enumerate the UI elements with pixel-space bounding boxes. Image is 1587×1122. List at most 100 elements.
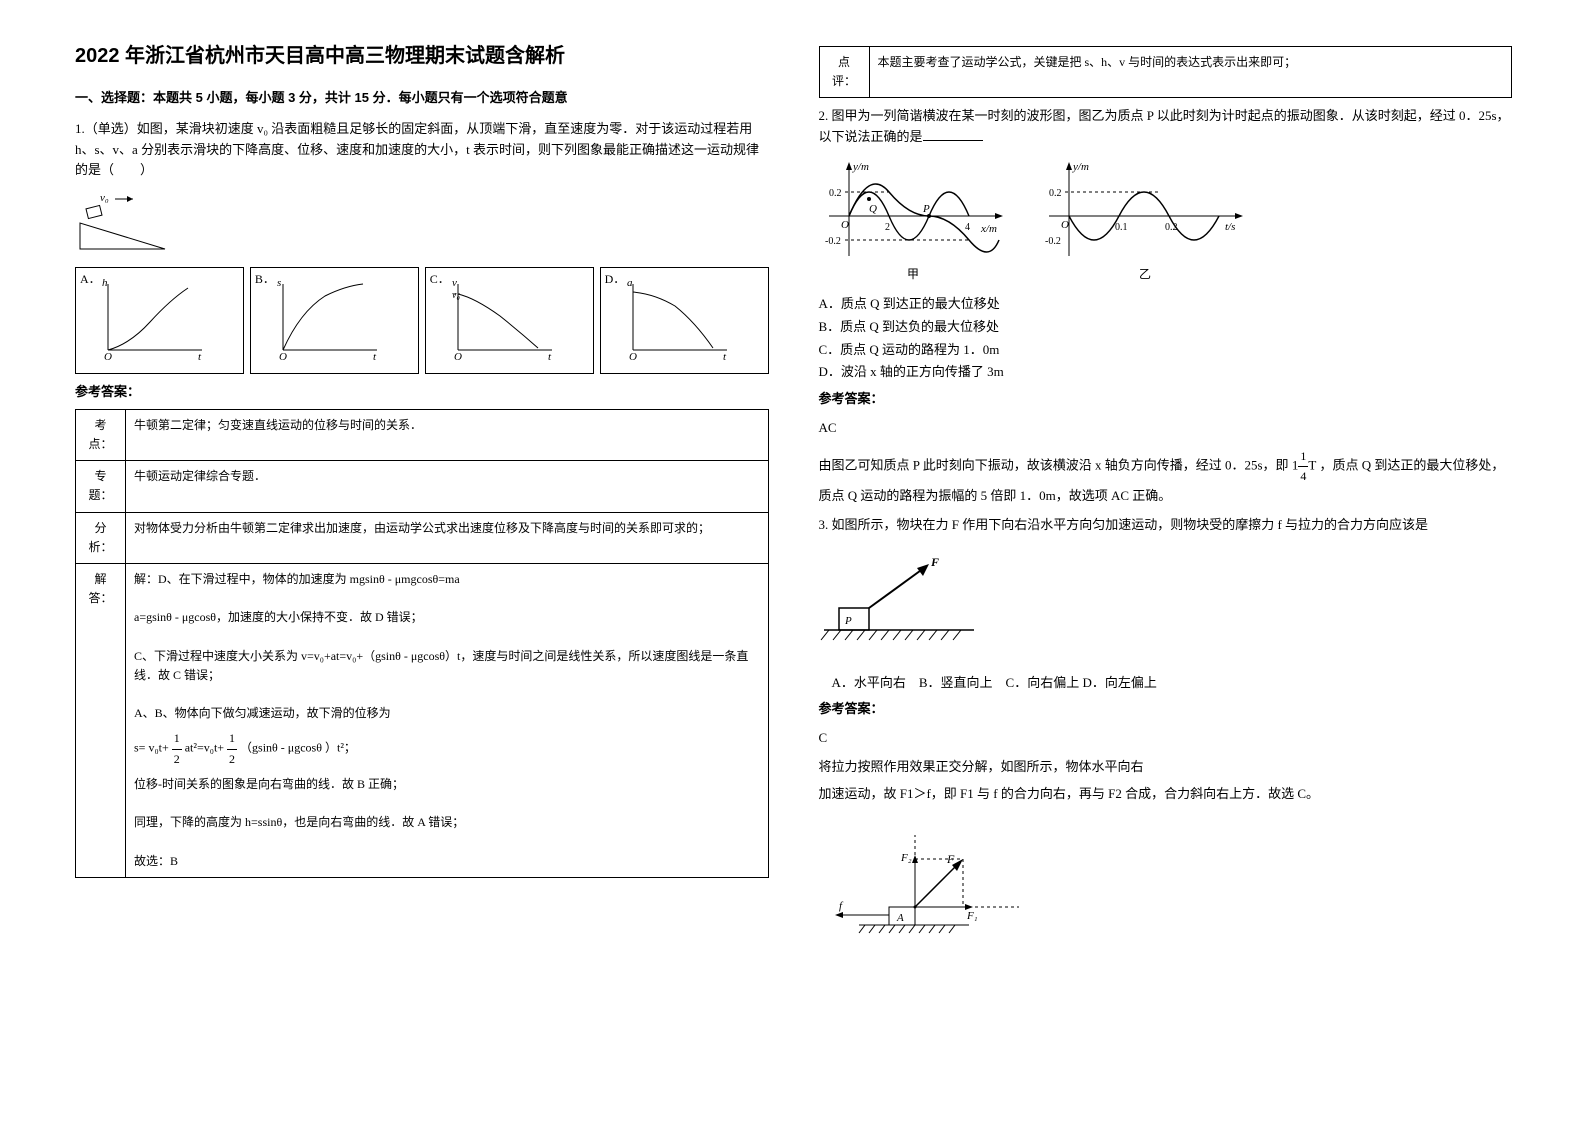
svg-text:O: O <box>104 351 112 362</box>
svg-text:x/m: x/m <box>980 223 997 235</box>
q3-answer: C <box>819 728 1513 749</box>
q3-stem: 3. 如图所示，物块在力 F 作用下向右沿水平方向匀加速运动，则物块受的摩擦力 … <box>819 515 1513 536</box>
svg-text:0.2: 0.2 <box>829 188 842 199</box>
sol-val: 牛顿运动定律综合专题． <box>126 461 769 512</box>
sol-val: 对物体受力分析由牛顿第二定律求出加速度，由运动学公式求出速度位移及下降高度与时间… <box>126 512 769 563</box>
sol-line: C、下滑过程中速度大小关系为 v=v₀+at=v₀+（gsinθ - μgcos… <box>134 647 760 685</box>
wave-diagram-jia: y/m 0.2 -0.2 Q P 2 4 x/m 甲 O <box>819 156 1009 286</box>
svg-text:f: f <box>839 900 844 912</box>
svg-text:Q: Q <box>869 203 877 215</box>
blank-underline <box>923 128 983 141</box>
svg-text:乙: 乙 <box>1139 267 1151 281</box>
fraction: 12 <box>172 729 182 768</box>
q1-stem: 1.（单选）如图，某滑块初速度 v₀ 沿表面粗糙且足够长的固定斜面，从顶端下滑，… <box>75 119 769 181</box>
q3-exp2: 加速运动，故 F1＞f，即 F1 与 f 的合力向右，再与 F2 合成，合力斜向… <box>819 784 1513 805</box>
svg-text:0.2: 0.2 <box>1049 188 1062 199</box>
svg-text:t: t <box>373 351 377 362</box>
right-column: 点评： 本题主要考查了运动学公式，关键是把 s、h、v 与时间的表达式表示出来即… <box>794 40 1538 1082</box>
svg-text:F₁: F₁ <box>966 910 978 922</box>
question-2: 2. 图甲为一列简谐横波在某一时刻的波形图，图乙为质点 P 以此时刻为计时起点的… <box>819 106 1513 507</box>
svg-text:-0.2: -0.2 <box>1045 236 1061 247</box>
sol-line: 同理，下降的高度为 h=ssinθ，也是向右弯曲的线．故 A 错误； <box>134 813 760 832</box>
svg-text:t: t <box>723 351 727 362</box>
svg-text:t: t <box>548 351 552 362</box>
exp-text: 由图乙可知质点 P 此时刻向下振动，故该横波沿 x 轴负方向传播，经过 0．25… <box>819 457 1292 472</box>
mixed-fraction: 114T <box>1292 447 1316 486</box>
frac-suffix: T <box>1308 457 1316 472</box>
svg-text:v₀: v₀ <box>100 192 109 204</box>
svg-text:O: O <box>279 351 287 362</box>
svg-text:O: O <box>629 351 637 362</box>
formula-part: at²=v₀t+ <box>185 741 224 755</box>
q3-exp1: 将拉力按照作用效果正交分解，如图所示，物体水平向右 <box>819 757 1513 778</box>
question-3: 3. 如图所示，物块在力 F 作用下向右沿水平方向匀加速运动，则物块受的摩擦力 … <box>819 515 1513 961</box>
sol-key: 专题： <box>76 461 126 512</box>
solution-table-1: 考点： 牛顿第二定律；匀变速直线运动的位移与时间的关系． 专题： 牛顿运动定律综… <box>75 409 769 878</box>
svg-text:t/s: t/s <box>1225 221 1235 233</box>
vibration-diagram-yi: y/m 0.2 -0.2 0.1 0.2 t/s 乙 O <box>1039 156 1249 286</box>
svg-text:v: v <box>452 277 457 289</box>
svg-text:P: P <box>844 615 852 627</box>
sol-line: 解：D、在下滑过程中，物体的加速度为 mgsinθ - μmgcosθ=ma <box>134 570 760 589</box>
solution-table-1b: 点评： 本题主要考查了运动学公式，关键是把 s、h、v 与时间的表达式表示出来即… <box>819 46 1513 98</box>
svg-text:O: O <box>841 219 849 231</box>
section-heading: 一、选择题：本题共 5 小题，每小题 3 分，共计 15 分．每小题只有一个选项… <box>75 88 769 109</box>
option-d: D． a O t <box>600 267 769 374</box>
sol-key: 点评： <box>819 47 869 98</box>
q3-force-decomposition: A F F₁ F₂ <box>819 815 1513 962</box>
svg-text:y/m: y/m <box>1072 161 1089 173</box>
svg-text:P: P <box>922 203 930 215</box>
option-c: C． v v₀ O t <box>425 267 594 374</box>
formula-part: ）t²； <box>325 741 356 755</box>
incline-diagram: v₀ <box>75 189 175 259</box>
q2-opt-a: A．质点 Q 到达正的最大位移处 <box>819 294 1513 315</box>
svg-text:a: a <box>627 277 633 289</box>
option-a: A． h O t <box>75 267 244 374</box>
svg-text:2: 2 <box>885 222 890 233</box>
sol-val: 本题主要考查了运动学公式，关键是把 s、h、v 与时间的表达式表示出来即可； <box>869 47 1512 98</box>
svg-text:O: O <box>1061 219 1069 231</box>
answer-label: 参考答案： <box>819 699 1513 720</box>
svg-text:4: 4 <box>965 222 970 233</box>
formula-part: （gsinθ - μgcosθ <box>240 741 322 755</box>
sol-line: a=gsinθ - μgcosθ，加速度的大小保持不变．故 D 错误； <box>134 608 760 627</box>
q2-opt-b: B．质点 Q 到达负的最大位移处 <box>819 317 1513 338</box>
svg-text:0.2: 0.2 <box>1165 222 1178 233</box>
answer-label: 参考答案： <box>819 389 1513 410</box>
q1-options: A． h O t B． s O t <box>75 267 769 374</box>
svg-text:F: F <box>930 555 939 569</box>
q2-explanation: 由图乙可知质点 P 此时刻向下振动，故该横波沿 x 轴负方向传播，经过 0．25… <box>819 447 1513 507</box>
svg-text:t: t <box>198 351 202 362</box>
formula-part: s= <box>134 741 145 755</box>
sol-line: 位移-时间关系的图象是向右弯曲的线．故 B 正确； <box>134 775 760 794</box>
option-b: B． s O t <box>250 267 419 374</box>
svg-text:h: h <box>102 277 108 289</box>
page-title: 2022 年浙江省杭州市天目高中高三物理期末试题含解析 <box>75 40 769 72</box>
left-column: 2022 年浙江省杭州市天目高中高三物理期末试题含解析 一、选择题：本题共 5 … <box>50 40 794 1082</box>
formula-part: v₀t+ <box>148 741 168 755</box>
q3-options: A．水平向右 B．竖直向上 C．向右偏上 D．向左偏上 <box>819 673 1513 694</box>
sol-line: 故选：B <box>134 852 760 871</box>
q2-opt-d: D．波沿 x 轴的正方向传播了 3m <box>819 362 1513 383</box>
svg-text:O: O <box>454 351 462 362</box>
sol-key: 考点： <box>76 409 126 460</box>
svg-text:s: s <box>277 277 281 289</box>
answer-label: 参考答案： <box>75 382 769 403</box>
sol-key: 解答： <box>76 563 126 877</box>
question-1: 1.（单选）如图，某滑块初速度 v₀ 沿表面粗糙且足够长的固定斜面，从顶端下滑，… <box>75 119 769 878</box>
svg-text:F₂: F₂ <box>900 852 912 864</box>
svg-text:-0.2: -0.2 <box>825 236 841 247</box>
svg-text:0.1: 0.1 <box>1115 222 1128 233</box>
fraction: 12 <box>227 729 237 768</box>
svg-text:甲: 甲 <box>907 267 919 281</box>
q2-answer: AC <box>819 418 1513 439</box>
q3-diagram: P F <box>819 546 1513 663</box>
q2-figures: y/m 0.2 -0.2 Q P 2 4 x/m 甲 O <box>819 156 1513 286</box>
sol-val: 解：D、在下滑过程中，物体的加速度为 mgsinθ - μmgcosθ=ma a… <box>126 563 769 877</box>
sol-line: A、B、物体向下做匀减速运动，故下滑的位移为 <box>134 704 760 723</box>
sol-val: 牛顿第二定律；匀变速直线运动的位移与时间的关系． <box>126 409 769 460</box>
sol-key: 分析： <box>76 512 126 563</box>
svg-text:A: A <box>896 912 904 924</box>
svg-text:y/m: y/m <box>852 161 869 173</box>
svg-text:v₀: v₀ <box>452 290 460 301</box>
